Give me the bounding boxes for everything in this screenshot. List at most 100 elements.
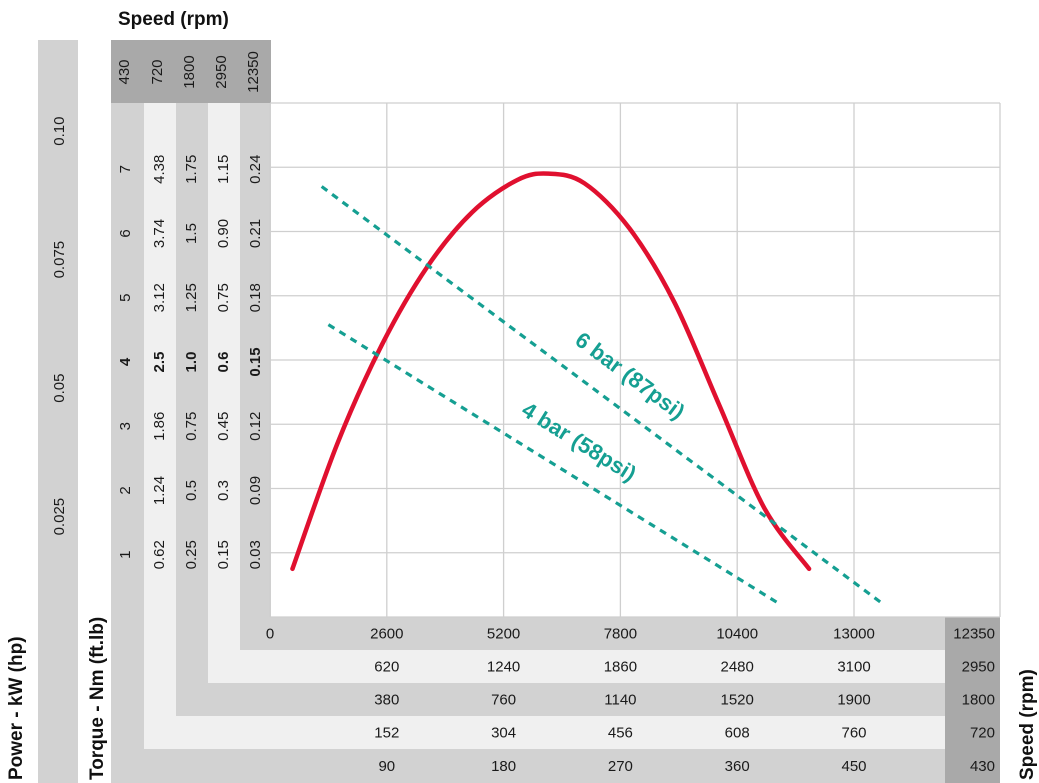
x-tick-label: 760 <box>491 691 516 708</box>
x-tick-label: 7800 <box>604 625 637 642</box>
y-tick-label: 0.75 <box>183 412 200 441</box>
grid-lines <box>269 102 1001 618</box>
y-tick-label: 1.75 <box>183 155 200 184</box>
x-tick-label: 1240 <box>487 658 520 675</box>
torque-column <box>176 103 208 783</box>
x-tick-label: 10400 <box>716 625 758 642</box>
y-tick-label: 0.09 <box>247 476 264 505</box>
torque-column <box>111 103 144 783</box>
y-tick-label: 3 <box>117 422 134 430</box>
y-tick-label: 0.15 <box>247 347 264 376</box>
x-scale-max-label: 2950 <box>962 658 995 675</box>
x-tick-label: 608 <box>725 724 750 741</box>
x-tick-label: 152 <box>374 724 399 741</box>
y-tick-label: 0.62 <box>151 540 168 569</box>
x-tick-label: 1900 <box>837 691 870 708</box>
x-tick-label: 304 <box>491 724 516 741</box>
y-tick-label: 7 <box>117 165 134 173</box>
x-axis-right-label: Speed (rpm) <box>1017 669 1038 780</box>
y-tick-label: 0.3 <box>215 480 232 501</box>
torque-column <box>144 103 176 783</box>
x-tick-label: 380 <box>374 691 399 708</box>
y-tick-label: 0.90 <box>215 219 232 248</box>
y-tick-label: 1 <box>117 551 134 559</box>
x-tick-label: 2480 <box>721 658 754 675</box>
pressure-line-label: 6 bar (87psi) <box>571 327 690 424</box>
x-tick-label: 620 <box>374 658 399 675</box>
y-tick-label: 0.03 <box>247 540 264 569</box>
label-group: 430 720 1800 2950 1235012345670.621.241.862.… <box>51 51 995 775</box>
x-tick-label: 760 <box>841 724 866 741</box>
y-tick-label: 0.45 <box>215 412 232 441</box>
power-tick-label: 0.075 <box>51 241 68 279</box>
speed-header <box>111 40 271 103</box>
x-tick-label: 5200 <box>487 625 520 642</box>
x-tick-label: 1860 <box>604 658 637 675</box>
x-tick-label: 0 <box>266 625 274 642</box>
speed-max-strip <box>945 617 1000 783</box>
top-speed-label: 720 <box>149 59 166 84</box>
y-tick-label: 1.15 <box>215 155 232 184</box>
chart-background <box>38 40 1000 783</box>
top-speed-label: 1800 <box>181 55 198 88</box>
chart-title: Speed (rpm) <box>118 9 229 30</box>
x-scale-max-label: 1800 <box>962 691 995 708</box>
x-tick-label: 450 <box>841 758 866 775</box>
y-tick-label: 4.38 <box>151 155 168 184</box>
x-tick-label: 2600 <box>370 625 403 642</box>
x-tick-label: 13000 <box>833 625 875 642</box>
y-tick-label: 5 <box>117 294 134 302</box>
y-tick-label: 1.0 <box>183 352 200 373</box>
y-tick-label: 1.86 <box>151 412 168 441</box>
top-speed-label: 2950 <box>213 55 230 88</box>
power-strip <box>38 40 78 783</box>
x-tick-label: 1140 <box>604 691 636 708</box>
x-tick-label: 90 <box>378 758 395 775</box>
y-tick-label: 2.5 <box>151 352 168 373</box>
y-tick-label: 4 <box>117 357 134 366</box>
y-tick-label: 0.5 <box>183 480 200 501</box>
y-tick-label: 0.21 <box>247 219 264 248</box>
top-speed-label: 12350 <box>245 51 262 93</box>
y-tick-label: 1.25 <box>183 283 200 312</box>
x-tick-label: 270 <box>608 758 633 775</box>
x-tick-label: 180 <box>491 758 516 775</box>
pressure-line <box>327 323 781 606</box>
x-tick-label: 3100 <box>837 658 870 675</box>
top-speed-label: 430 <box>116 59 133 84</box>
y-tick-label: 0.15 <box>215 540 232 569</box>
pressure-line <box>320 185 885 606</box>
x-tick-label: 360 <box>725 758 750 775</box>
speed-row <box>144 716 1000 749</box>
torque-curve <box>290 171 812 572</box>
y-tick-label: 1.24 <box>151 476 168 505</box>
y-axis-torque-label: Torque - Nm (ft.lb) <box>87 617 108 780</box>
y-tick-label: 0.75 <box>215 283 232 312</box>
y-tick-label: 3.74 <box>151 219 168 248</box>
pressure-line-label: 4 bar (58psi) <box>517 397 640 486</box>
y-tick-label: 2 <box>117 486 134 494</box>
power-tick-label: 0.05 <box>51 374 68 403</box>
y-tick-label: 3.12 <box>151 283 168 312</box>
speed-row <box>240 617 1000 650</box>
x-scale-max-label: 12350 <box>953 625 995 642</box>
x-scale-max-label: 430 <box>970 758 995 775</box>
y-tick-label: 0.18 <box>247 283 264 312</box>
series-group: 6 bar (87psi)4 bar (58psi) <box>290 171 885 606</box>
x-tick-label: 456 <box>608 724 633 741</box>
speed-row <box>208 650 1000 683</box>
power-tick-label: 0.10 <box>51 117 68 146</box>
y-tick-label: 1.5 <box>183 223 200 244</box>
power-tick-label: 0.025 <box>51 498 68 536</box>
y-tick-label: 0.12 <box>247 412 264 441</box>
x-tick-label: 1520 <box>721 691 754 708</box>
speed-row <box>111 749 1000 783</box>
speed-row <box>176 683 1000 716</box>
y-tick-label: 0.25 <box>183 540 200 569</box>
y-tick-label: 0.6 <box>215 352 232 373</box>
y-tick-label: 6 <box>117 229 134 237</box>
x-scale-max-label: 720 <box>970 724 995 741</box>
y-tick-label: 0.24 <box>247 155 264 184</box>
y-axis-power-label: Power - kW (hp) <box>6 636 27 780</box>
